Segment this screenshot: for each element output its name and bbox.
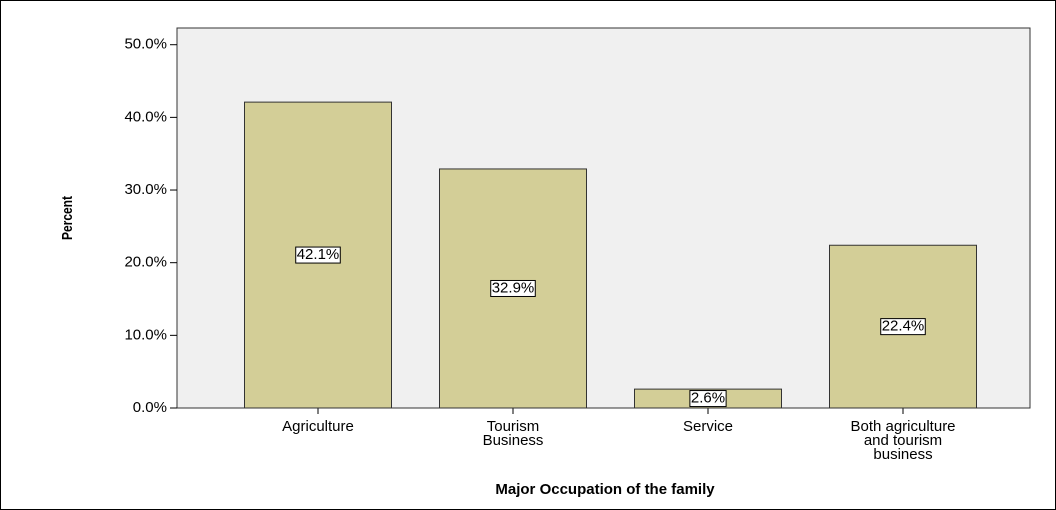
y-axis-title: Percent	[59, 196, 76, 240]
value-label: 22.4%	[882, 318, 925, 335]
value-label-box	[689, 390, 727, 408]
y-tick-label: 20.0%	[124, 254, 167, 271]
value-label: 32.9%	[492, 279, 535, 296]
y-tick-label: 30.0%	[124, 181, 167, 198]
value-label-box	[295, 246, 341, 264]
x-tick-label: Service	[682, 418, 734, 435]
x-tick-label: Tourism Business	[482, 418, 544, 449]
x-tick-label: Both agriculture and tourism business	[850, 418, 956, 463]
y-tick-label: 10.0%	[124, 326, 167, 343]
y-tick-label: 40.0%	[124, 108, 167, 125]
value-label-box	[880, 318, 926, 336]
x-tick-label: Agriculture	[282, 418, 354, 435]
value-label: 2.6%	[691, 390, 725, 407]
value-label: 42.1%	[297, 246, 340, 263]
x-axis-title: Major Occupation of the family	[495, 481, 715, 498]
value-label-box	[490, 279, 536, 297]
y-tick-label: 50.0%	[124, 36, 167, 53]
y-tick-label: 0.0%	[133, 399, 167, 416]
